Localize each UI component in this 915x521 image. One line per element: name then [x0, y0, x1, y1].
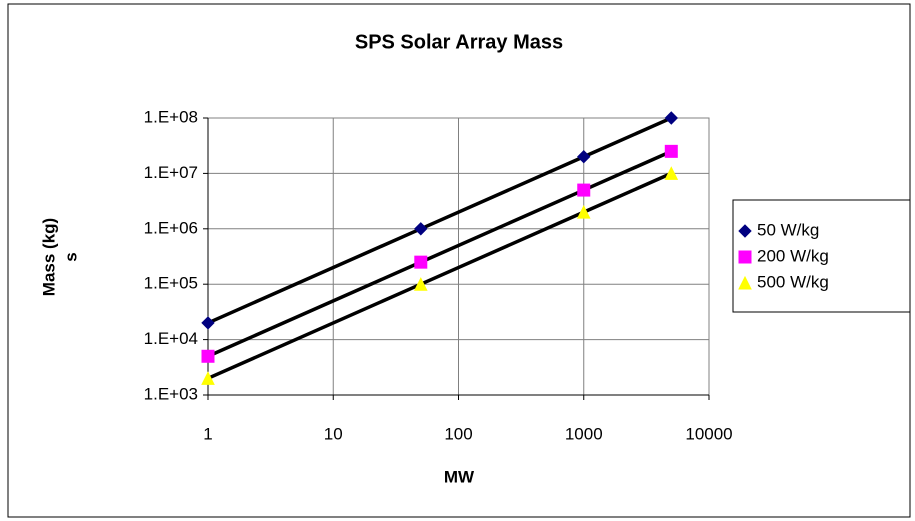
marker: [577, 150, 591, 164]
y-tick-label: 1.E+05: [144, 274, 198, 293]
marker: [414, 255, 428, 269]
x-tick-label: 1: [203, 424, 212, 443]
marker: [201, 371, 215, 385]
x-axis-label: MW: [444, 467, 475, 486]
marker: [577, 183, 591, 197]
series-line: [207, 149, 673, 358]
legend-label: 200 W/kg: [757, 246, 829, 265]
y-tick-label: 1.E+07: [144, 163, 198, 182]
marker: [413, 277, 428, 291]
marker: [738, 250, 752, 264]
marker: [664, 144, 678, 158]
y-tick-label: 1.E+03: [144, 384, 198, 403]
x-tick-label: 10000: [685, 424, 732, 443]
legend-label: 50 W/kg: [757, 220, 819, 239]
marker: [738, 275, 752, 290]
x-tick-label: 100: [444, 424, 472, 443]
y-axis-label: s: [61, 252, 80, 261]
series-line: [207, 116, 673, 325]
chart-title: SPS Solar Array Mass: [355, 31, 563, 53]
marker: [201, 349, 215, 363]
marker: [738, 224, 752, 238]
y-axis-label: Mass (kg): [39, 218, 58, 296]
legend-box: [732, 199, 911, 313]
x-tick-label: 1000: [565, 424, 603, 443]
marker: [414, 222, 428, 236]
marker: [576, 205, 591, 219]
y-tick-label: 1.E+04: [144, 329, 198, 348]
x-tick-label: 10: [324, 424, 343, 443]
marker: [664, 111, 679, 125]
series-line: [207, 171, 673, 380]
y-tick-label: 1.E+08: [144, 107, 198, 126]
marker: [201, 316, 215, 330]
marker: [664, 166, 679, 180]
legend-label: 500 W/kg: [757, 272, 829, 291]
y-tick-label: 1.E+06: [144, 218, 198, 237]
